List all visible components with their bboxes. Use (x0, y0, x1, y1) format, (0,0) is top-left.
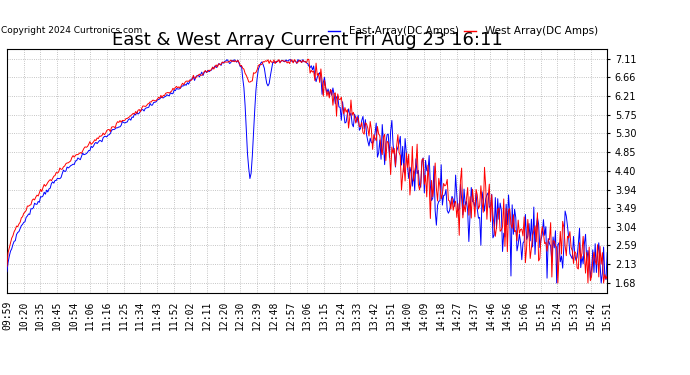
Legend: East Array(DC Amps), West Array(DC Amps): East Array(DC Amps), West Array(DC Amps) (324, 22, 602, 40)
Title: East & West Array Current Fri Aug 23 16:11: East & West Array Current Fri Aug 23 16:… (112, 31, 502, 49)
Text: Copyright 2024 Curtronics.com: Copyright 2024 Curtronics.com (1, 26, 142, 34)
